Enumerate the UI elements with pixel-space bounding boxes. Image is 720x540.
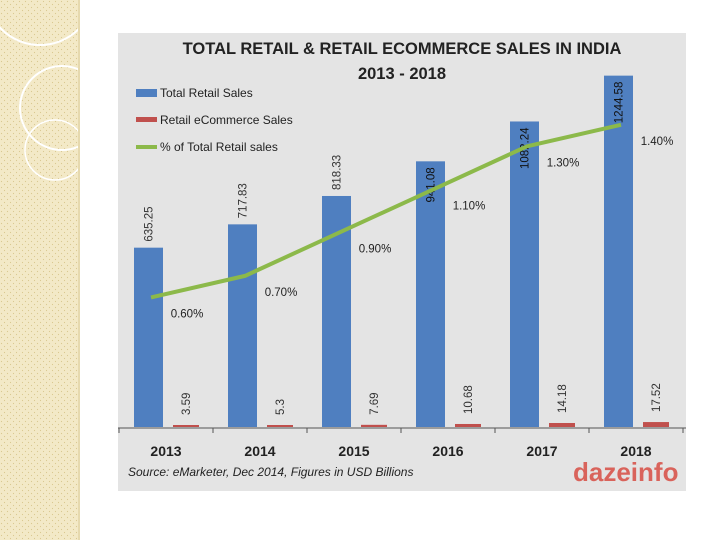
legend-label-percent: % of Total Retail sales <box>160 140 278 154</box>
bar-total-retail-2016 <box>416 161 445 428</box>
sidebar-pattern <box>0 0 78 540</box>
label-percent-2017: 1.30% <box>547 157 580 169</box>
decorative-sidebar <box>0 0 78 540</box>
bar-ecommerce-2015 <box>361 424 387 427</box>
source-note: Source: eMarketer, Dec 2014, Figures in … <box>128 465 413 479</box>
sidebar-ring-middle <box>19 65 78 151</box>
label-ecommerce-2017: 14.18 <box>557 384 569 413</box>
sidebar-divider <box>78 0 80 540</box>
label-total-retail-2016: 941.08 <box>426 167 438 202</box>
legend: Total Retail Sales Retail eCommerce Sale… <box>136 86 293 154</box>
x-tick-label-2018: 2018 <box>620 443 651 459</box>
legend-label-total-retail: Total Retail Sales <box>160 86 253 100</box>
bar-ecommerce-2014 <box>267 425 293 427</box>
bar-layer: 635.25 3.59 717.83 5.3 818.33 7.69 941.08 10.68… <box>134 75 669 428</box>
label-percent-2013: 0.60% <box>171 308 204 320</box>
legend-swatch-ecommerce <box>136 117 157 122</box>
chart: TOTAL RETAIL & RETAIL ECOMMERCE SALES IN… <box>118 40 686 487</box>
label-ecommerce-2013: 3.59 <box>181 393 193 415</box>
watermark-text: dazeinfo <box>573 457 678 487</box>
label-total-retail-2014: 717.83 <box>238 183 250 218</box>
label-percent-2018: 1.40% <box>641 136 674 148</box>
bar-total-retail-2017 <box>510 121 539 427</box>
label-total-retail-2013: 635.25 <box>144 206 156 241</box>
bar-ecommerce-2017 <box>549 422 575 427</box>
bar-ecommerce-2013 <box>173 425 199 427</box>
label-percent-2014: 0.70% <box>265 287 298 299</box>
bar-ecommerce-2016 <box>455 423 481 427</box>
label-ecommerce-2015: 7.69 <box>369 392 381 414</box>
label-ecommerce-2018: 17.52 <box>651 383 663 412</box>
bar-total-retail-2014 <box>228 224 257 427</box>
label-percent-2015: 0.90% <box>359 244 392 256</box>
chart-title: TOTAL RETAIL & RETAIL ECOMMERCE SALES IN… <box>183 40 622 58</box>
sidebar-ring-small <box>24 119 78 181</box>
x-tick-label-2013: 2013 <box>150 443 181 459</box>
line-layer: 0.60% 0.70% 0.90% 1.10% 1.30% 1.40% <box>150 122 674 320</box>
legend-swatch-total-retail <box>136 89 157 97</box>
x-axis: 2013 2014 2015 2016 2017 2018 <box>118 427 686 459</box>
line-percent-retail <box>150 122 622 300</box>
bar-total-retail-2018 <box>604 75 633 427</box>
x-tick-label-2016: 2016 <box>432 443 463 459</box>
sidebar-ring-top <box>0 26 78 46</box>
label-total-retail-2018: 1244.58 <box>614 82 626 124</box>
label-percent-2016: 1.10% <box>453 201 486 213</box>
bar-ecommerce-2018 <box>643 422 669 427</box>
legend-label-ecommerce: Retail eCommerce Sales <box>160 113 293 127</box>
chart-subtitle: 2013 - 2018 <box>358 65 446 83</box>
x-tick-label-2017: 2017 <box>526 443 557 459</box>
dazeinfo-logo: dazeinfo <box>573 457 678 487</box>
label-total-retail-2015: 818.33 <box>332 155 344 190</box>
x-tick-label-2015: 2015 <box>338 443 369 459</box>
x-tick-label-2014: 2014 <box>244 443 275 459</box>
chart-panel: TOTAL RETAIL & RETAIL ECOMMERCE SALES IN… <box>118 33 686 491</box>
label-ecommerce-2014: 5.3 <box>275 399 287 415</box>
bar-total-retail-2013 <box>134 247 163 427</box>
label-ecommerce-2016: 10.68 <box>463 385 475 414</box>
